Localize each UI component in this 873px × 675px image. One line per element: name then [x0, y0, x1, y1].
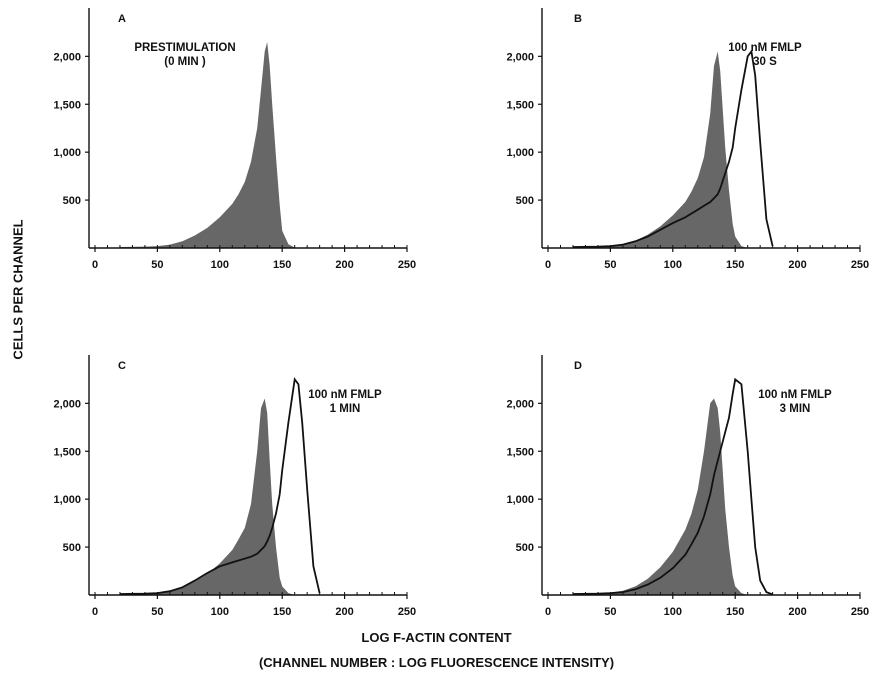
- panel-a-x-tick-label: 200: [335, 259, 353, 271]
- panel-c-y-tick-label: 2,000: [53, 398, 81, 410]
- panel-c-x-tick-label: 150: [273, 606, 291, 618]
- panel-a-y-tick-label: 500: [63, 195, 81, 207]
- panel-c-x-tick-label: 50: [151, 606, 163, 618]
- x-axis-label: LOG F-ACTIN CONTENT: [361, 630, 512, 645]
- panel-d-annotation-line: 3 MIN: [780, 403, 811, 415]
- panel-a-x-tick-label: 100: [211, 259, 229, 271]
- panel-d-annotation-line: 100 nM FMLP: [758, 389, 832, 401]
- panel-c-x-tick-label: 200: [335, 606, 353, 618]
- panel-a-y-tick-label: 1,000: [53, 147, 81, 159]
- panel-c-x-tick-label: 0: [92, 606, 98, 618]
- panel-a-x-tick-label: 250: [398, 259, 416, 271]
- panel-b-x-tick-label: 150: [726, 259, 744, 271]
- panel-a-x-tick-label: 50: [151, 259, 163, 271]
- panel-b-letter: B: [574, 13, 582, 25]
- panel-b-y-tick-label: 1,000: [506, 147, 534, 159]
- panel-a-x-tick-label: 0: [92, 259, 98, 271]
- panel-d-x-tick-label: 100: [664, 606, 682, 618]
- panel-c-y-tick-label: 1,000: [53, 494, 81, 506]
- panel-c-y-tick-label: 500: [63, 542, 81, 554]
- panel-b-y-tick-label: 2,000: [506, 51, 534, 63]
- panel-b-shaded-histogram: [572, 51, 773, 248]
- panel-b-x-tick-label: 50: [604, 259, 616, 271]
- panel-b-annotation-line: 100 nM FMLP: [728, 42, 802, 54]
- panel-a-x-tick-label: 150: [273, 259, 291, 271]
- x-axis-sublabel: (CHANNEL NUMBER : LOG FLUORESCENCE INTEN…: [258, 655, 615, 670]
- panel-a-y-tick-label: 1,500: [53, 99, 81, 111]
- panel-c-letter: C: [118, 360, 126, 372]
- panel-d-letter: D: [574, 360, 582, 372]
- y-axis-label: CELLS PER CHANNEL: [10, 219, 26, 360]
- panel-b-x-tick-label: 250: [851, 259, 869, 271]
- panel-d-shaded-histogram: [572, 398, 773, 595]
- panel-b-y-tick-label: 500: [516, 195, 534, 207]
- panel-d-x-tick-label: 0: [545, 606, 551, 618]
- panel-d-y-tick-label: 2,000: [506, 398, 534, 410]
- panel-c-shaded-histogram: [119, 398, 320, 595]
- panel-b-x-tick-label: 200: [788, 259, 806, 271]
- panel-b-x-tick-label: 100: [664, 259, 682, 271]
- panel-d-x-tick-label: 150: [726, 606, 744, 618]
- panel-d-outline-histogram: [572, 377, 773, 596]
- panel-a-y-tick-label: 2,000: [53, 51, 81, 63]
- panel-b-outline-histogram: [572, 49, 774, 248]
- panel-a-annotation-line: PRESTIMULATION: [134, 42, 235, 54]
- panel-c-y-tick-label: 1,500: [53, 446, 81, 458]
- panel-d-y-tick-label: 1,500: [506, 446, 534, 458]
- panel-d-x-tick-label: 250: [851, 606, 869, 618]
- panel-d-x-tick-label: 200: [788, 606, 806, 618]
- panel-c-x-tick-label: 250: [398, 606, 416, 618]
- panel-c-annotation-line: 100 nM FMLP: [308, 389, 382, 401]
- panel-d-y-tick-label: 1,000: [506, 494, 534, 506]
- panel-d-x-tick-label: 50: [604, 606, 616, 618]
- panel-c-annotation-line: 1 MIN: [330, 403, 361, 415]
- panel-c-x-tick-label: 100: [211, 606, 229, 618]
- panel-a-annotation-line: (0 MIN ): [164, 56, 206, 68]
- panel-c-outline-histogram: [119, 377, 321, 595]
- panel-b-y-tick-label: 1,500: [506, 99, 534, 111]
- panel-b-x-tick-label: 0: [545, 259, 551, 271]
- panel-a-shaded-histogram: [119, 42, 295, 248]
- panel-a-letter: A: [118, 13, 126, 25]
- panel-b-annotation-line: 30 S: [753, 56, 777, 68]
- panel-d-y-tick-label: 500: [516, 542, 534, 554]
